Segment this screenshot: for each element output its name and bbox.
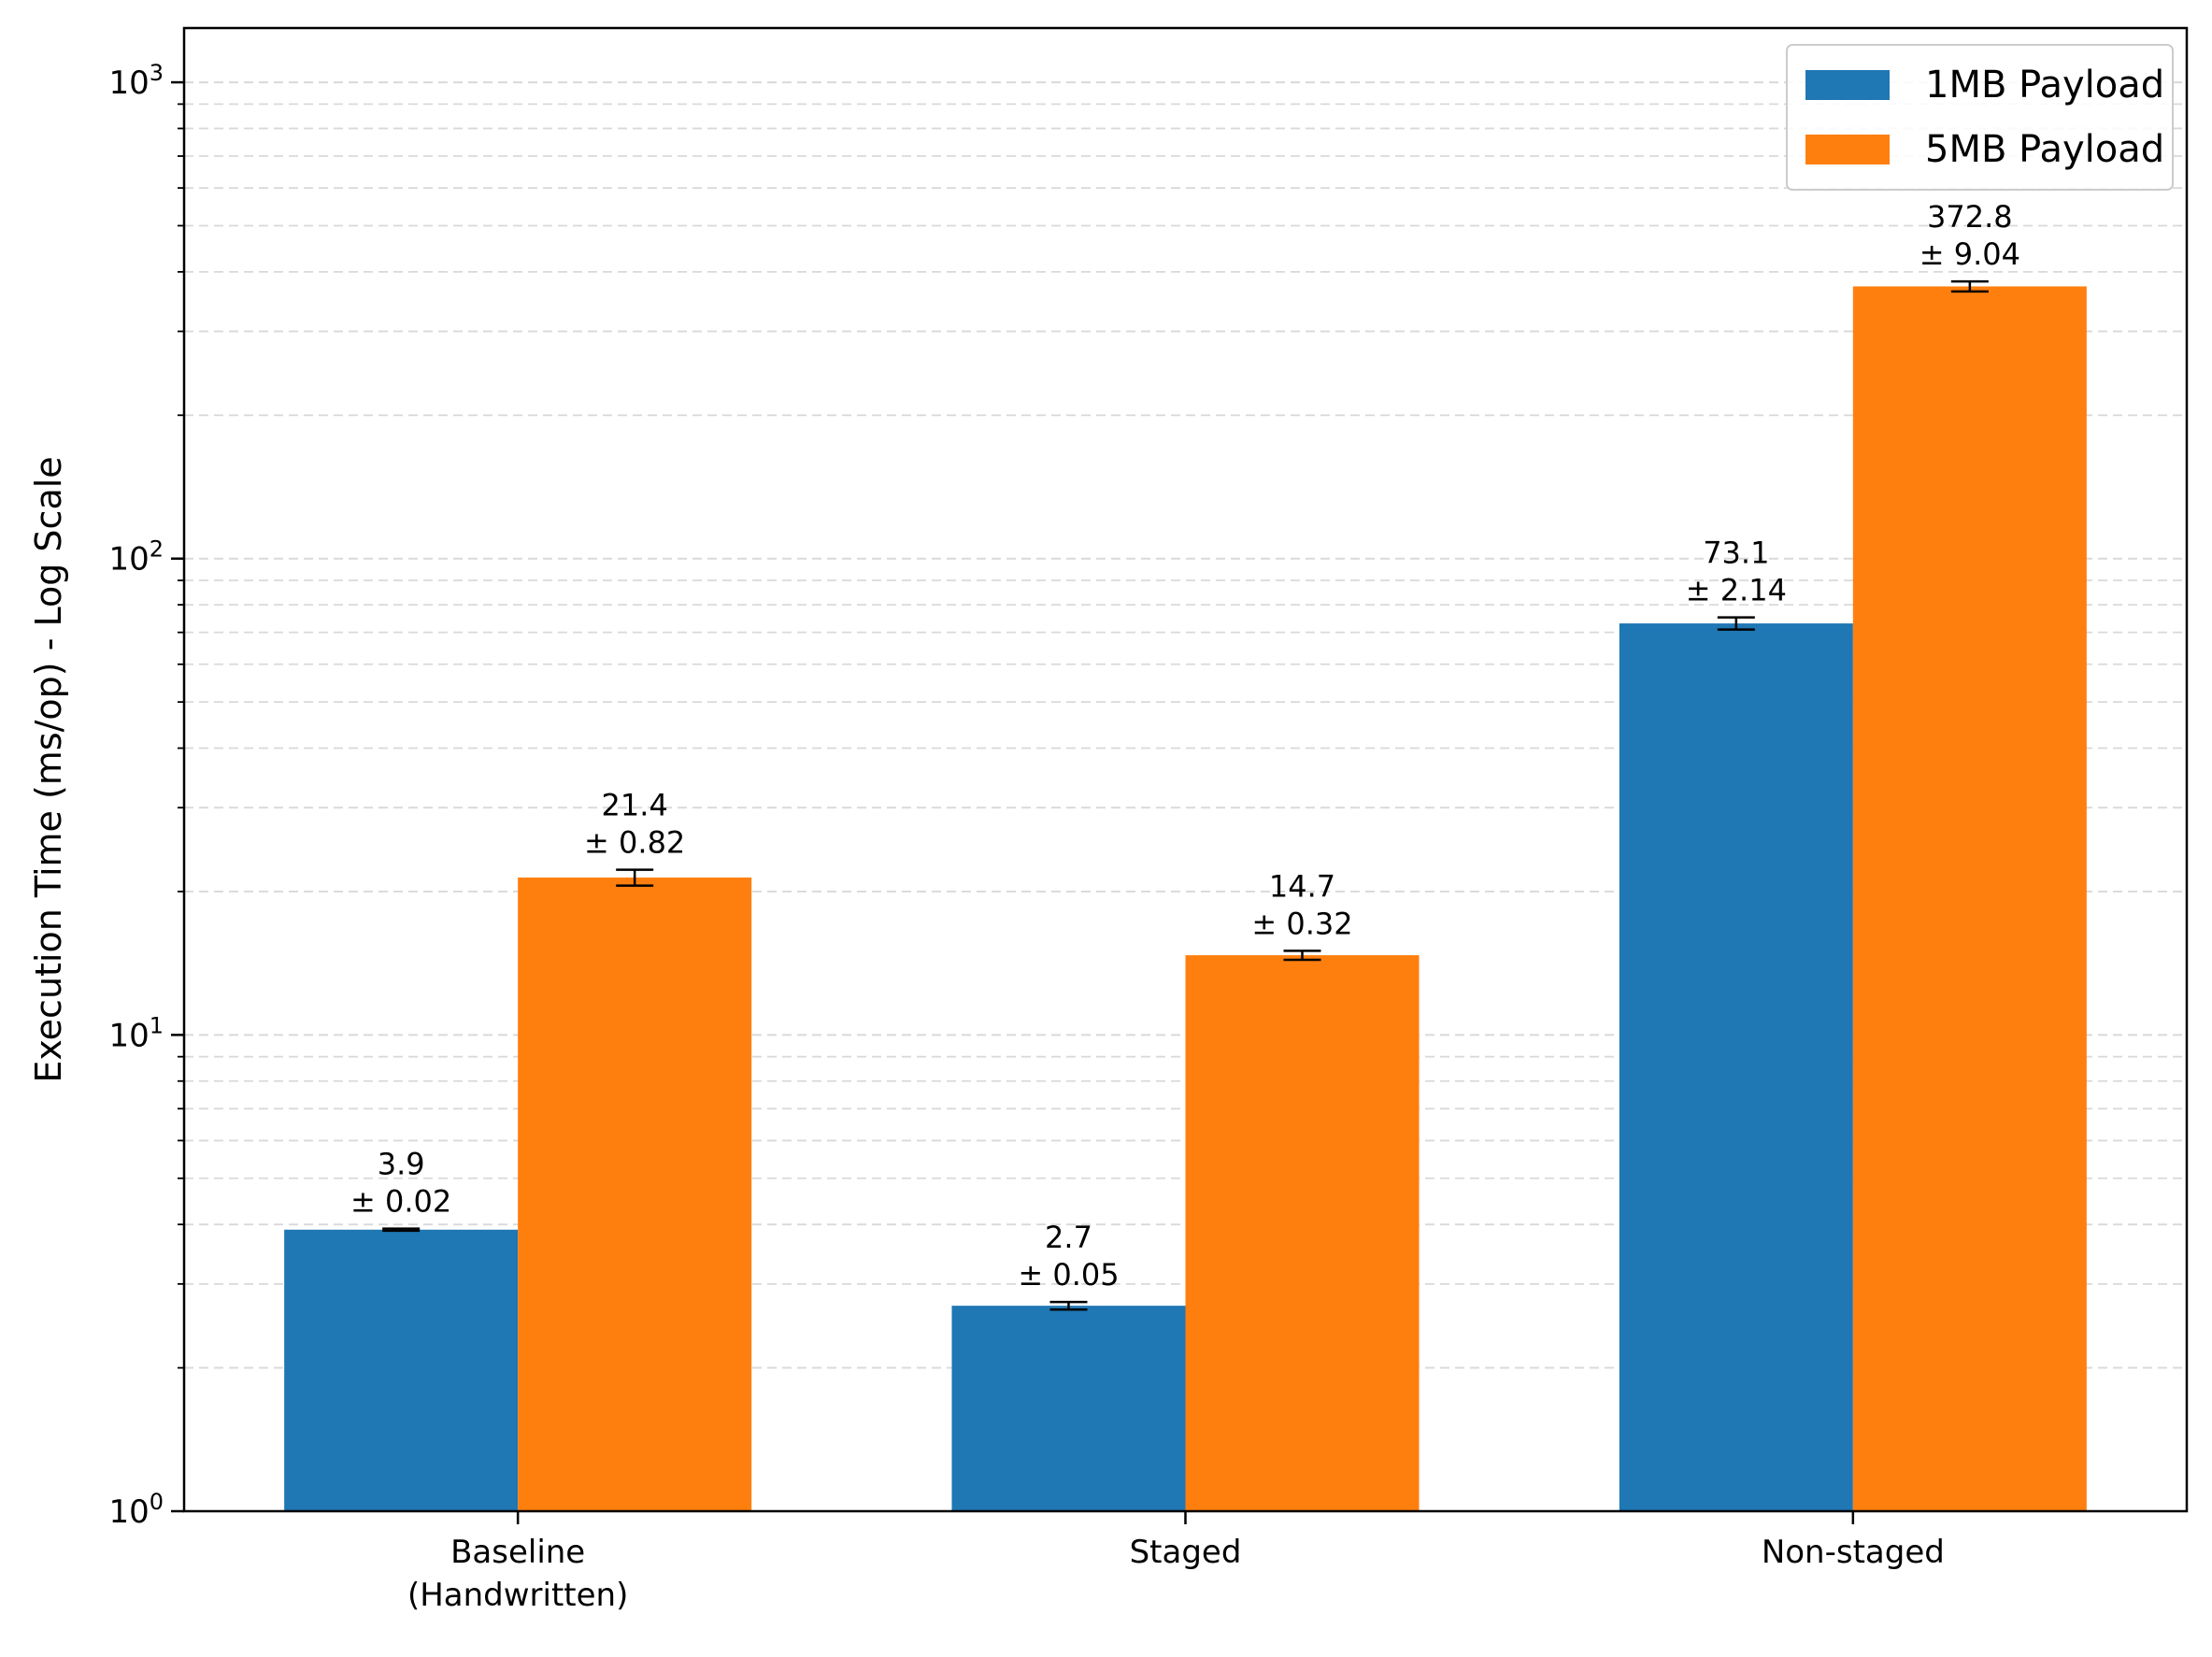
y-tick-label-base: 10 [108,1493,149,1531]
error-label: ± 0.02 [350,1184,451,1220]
y-tick-label-exponent: 0 [150,1489,164,1515]
error-bars [382,279,1989,1311]
legend: 1MB Payload 5MB Payload [1786,44,2174,191]
x-tick-label: Baseline [450,1534,585,1571]
y-tick-label-exponent: 1 [150,1012,164,1038]
y-tick-label-exponent: 3 [150,60,164,86]
error-label: ± 0.32 [1251,906,1352,941]
legend-label: 1MB Payload [1925,64,2164,107]
bar-1mb-payload [284,1229,519,1511]
x-tick-label: (Handwritten) [407,1577,628,1614]
bar-5mb-payload [1185,955,1420,1511]
data-labels: 3.9± 0.02 21.4± 0.82 2.7± 0.05 14.7± 0.32 73… [350,199,2020,1293]
x-tick-label: Staged [1130,1534,1242,1571]
x-axis: Baseline (Handwritten) Staged Non-staged [407,1511,1945,1614]
legend-swatch [1805,70,1890,100]
y-tick-label: 101 [108,1012,164,1054]
value-label: 21.4 [602,788,668,823]
y-tick-label-base: 10 [108,541,149,579]
bars [284,286,2087,1511]
error-label: ± 0.82 [584,825,685,861]
legend-label: 5MB Payload [1925,128,2164,171]
legend-swatch [1805,135,1890,164]
value-label: 14.7 [1269,868,1335,904]
value-label: 372.8 [1927,199,2013,235]
y-tick-label: 100 [108,1489,164,1531]
x-tick-label: Non-staged [1762,1534,1945,1571]
y-tick-label-exponent: 2 [150,536,164,563]
error-label: ± 2.14 [1686,573,1787,608]
value-label: 73.1 [1703,536,1769,571]
bar-1mb-payload [951,1306,1186,1511]
y-tick-label: 103 [108,60,164,102]
error-label: ± 9.04 [1919,236,2020,272]
y-tick-label-base: 10 [108,64,149,102]
y-axis-label: Execution Time (ms/op) - Log Scale [28,456,69,1082]
y-tick-label: 102 [108,536,164,579]
bar-5mb-payload [1852,286,2087,1511]
y-tick-label-base: 10 [108,1017,149,1054]
bar-1mb-payload [1619,623,1853,1511]
error-label: ± 0.05 [1018,1257,1119,1293]
value-label: 3.9 [378,1147,425,1182]
bar-5mb-payload [518,877,752,1511]
value-label: 2.7 [1045,1220,1092,1255]
